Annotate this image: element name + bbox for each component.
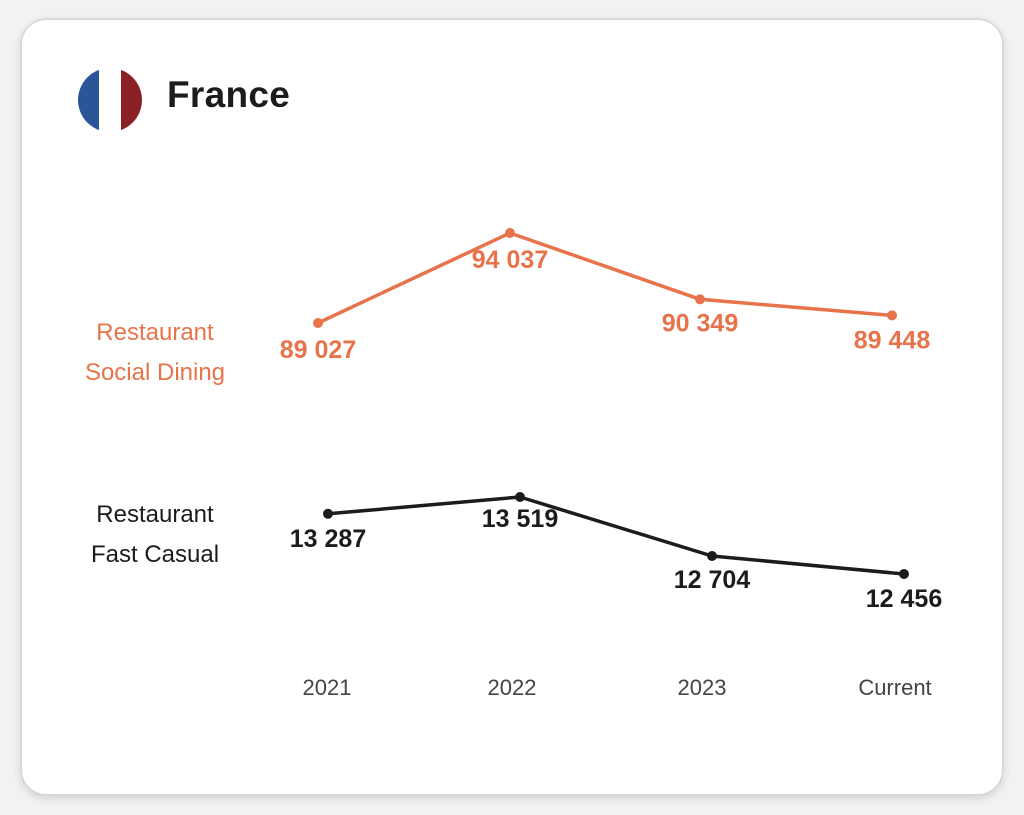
series-name-social-dining: Restaurant: [96, 319, 214, 346]
data-label-fast-casual: 12 704: [674, 566, 751, 594]
france-flag-icon: [78, 68, 142, 132]
data-label-social-dining: 90 349: [662, 309, 738, 337]
data-point-social-dining: [695, 294, 705, 305]
data-label-social-dining: 94 037: [472, 246, 548, 274]
x-tick-label: 2023: [678, 675, 727, 700]
data-label-fast-casual: 12 456: [866, 585, 942, 613]
data-label-fast-casual: 13 519: [482, 505, 558, 533]
data-label-social-dining: 89 448: [854, 326, 931, 354]
x-tick-label: Current: [858, 675, 931, 700]
data-point-fast-casual: [899, 569, 909, 579]
data-label-social-dining: 89 027: [280, 336, 356, 364]
data-point-fast-casual: [323, 508, 333, 519]
country-title: France: [167, 74, 291, 115]
series-line-fast-casual: [326, 495, 906, 576]
data-point-social-dining: [887, 310, 897, 321]
x-tick-label: 2021: [303, 675, 352, 700]
flag-stripe-white: [99, 68, 121, 132]
data-point-fast-casual: [707, 551, 717, 561]
x-tick-label: 2022: [488, 675, 537, 700]
data-point-social-dining: [313, 318, 323, 328]
data-point-fast-casual: [515, 492, 525, 502]
series-name-fast-casual: Fast Casual: [91, 541, 219, 568]
data-point-social-dining: [505, 228, 515, 238]
series-name-social-dining: Social Dining: [85, 359, 225, 386]
flag-stripe-red: [120, 68, 142, 132]
chart-card: France: [22, 20, 1002, 794]
data-label-fast-casual: 13 287: [290, 525, 366, 553]
series-line-social-dining: [316, 231, 894, 325]
flag-stripe-blue: [78, 68, 100, 132]
series-name-fast-casual: Restaurant: [96, 501, 214, 528]
